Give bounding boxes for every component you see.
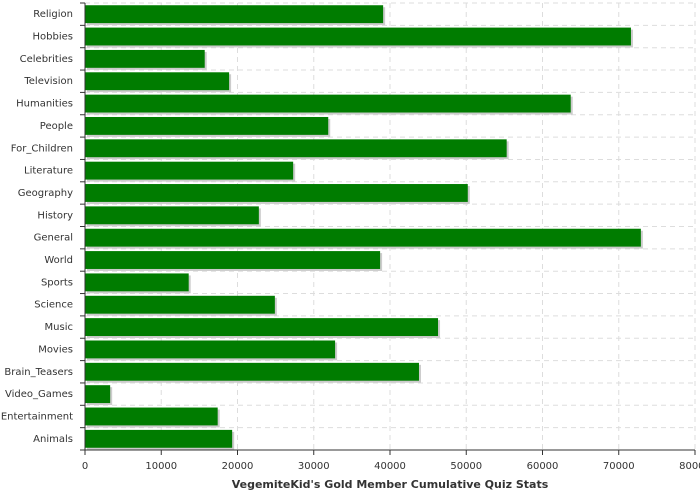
bar — [85, 228, 641, 247]
x-tick-label: 70000 — [603, 461, 635, 472]
bar — [85, 72, 230, 91]
bar — [85, 429, 233, 448]
x-tick-label: 40000 — [374, 461, 406, 472]
bar — [85, 161, 294, 180]
y-tick-label: Movies — [38, 344, 73, 355]
bar — [85, 295, 275, 314]
bar — [85, 94, 571, 113]
y-tick-label: Sports — [41, 277, 73, 288]
x-tick-label: 60000 — [527, 461, 559, 472]
y-tick-label: People — [40, 121, 73, 132]
y-tick-label: Brain_Teasers — [4, 367, 73, 378]
y-tick-label: Celebrities — [20, 54, 73, 65]
y-tick-label: Geography — [18, 188, 73, 199]
x-tick-label: 10000 — [145, 461, 177, 472]
bar — [85, 206, 259, 225]
bar — [85, 273, 189, 292]
y-tick-label: Video_Games — [5, 389, 73, 400]
y-tick-label: General — [34, 233, 73, 244]
x-tick-label: 50000 — [450, 461, 482, 472]
y-tick-label: Music — [45, 322, 73, 333]
bar — [85, 318, 439, 337]
y-tick-label: Animals — [33, 434, 73, 445]
bar — [85, 407, 218, 426]
x-tick-label: 20000 — [222, 461, 254, 472]
y-tick-label: For_Children — [11, 143, 73, 154]
y-tick-label: Literature — [24, 166, 73, 177]
bar — [85, 251, 381, 269]
bar — [85, 362, 419, 381]
x-tick-label: 80000 — [679, 461, 700, 472]
y-tick-label: Hobbies — [33, 32, 73, 43]
bar — [85, 184, 468, 202]
x-axis-title: VegemiteKid's Gold Member Cumulative Qui… — [232, 478, 549, 491]
x-tick-label: 30000 — [298, 461, 330, 472]
bar — [85, 340, 336, 359]
y-tick-label: History — [37, 210, 73, 221]
y-tick-label: Science — [34, 300, 73, 311]
y-tick-label: Television — [23, 76, 73, 87]
bar — [85, 385, 111, 404]
bar — [85, 5, 384, 24]
y-tick-label: Entertainment — [1, 411, 73, 422]
bar — [85, 49, 205, 68]
y-tick-label: World — [44, 255, 73, 266]
bar — [85, 116, 329, 135]
y-tick-label: Religion — [33, 9, 73, 20]
bar — [85, 139, 507, 158]
x-tick-label: 0 — [82, 461, 88, 472]
y-tick-label: Humanities — [16, 99, 73, 110]
bar — [85, 27, 631, 46]
